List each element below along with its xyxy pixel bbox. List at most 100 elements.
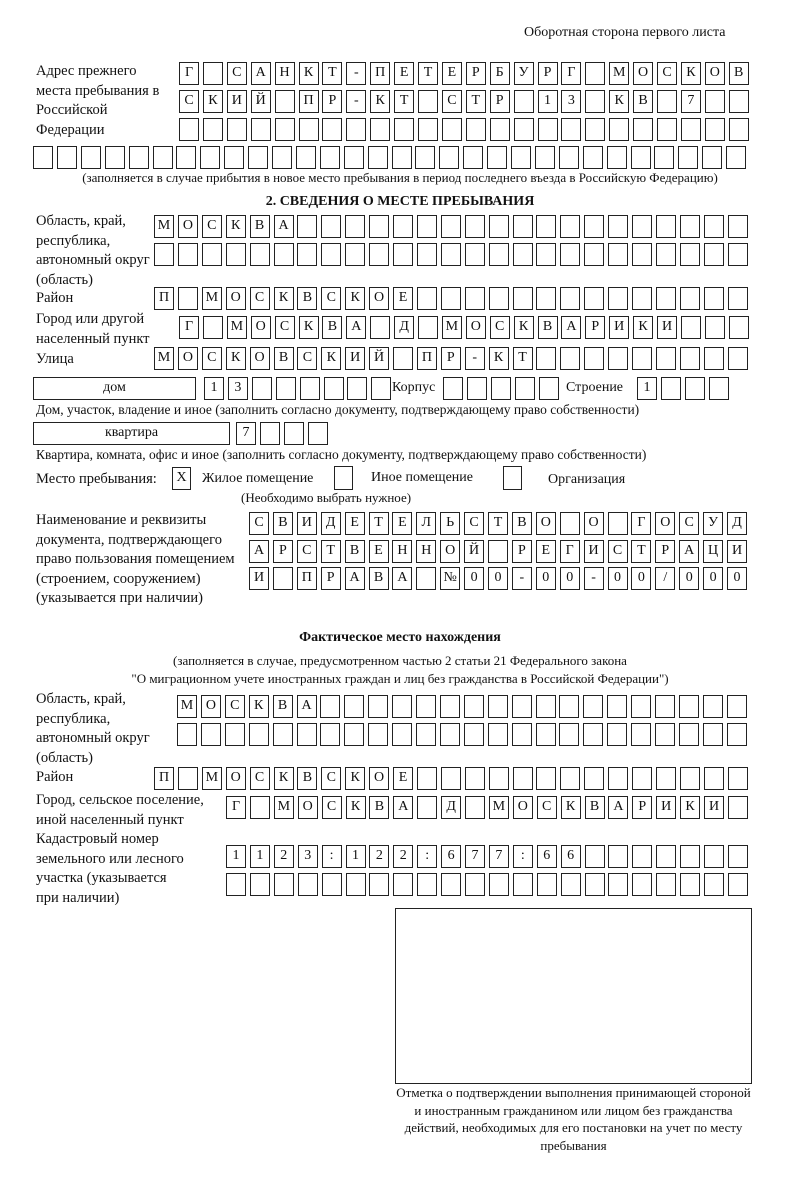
char-cell[interactable] (584, 347, 605, 370)
char-cell[interactable]: А (346, 316, 367, 339)
char-cell[interactable] (703, 287, 724, 310)
char-cell[interactable] (417, 873, 438, 896)
char-cell[interactable] (654, 146, 675, 169)
char-cell[interactable]: 3 (297, 845, 318, 868)
char-cell[interactable]: 6 (441, 845, 462, 868)
char-cell[interactable]: О (369, 767, 390, 790)
char-cell[interactable]: 7 (488, 845, 509, 868)
char-cell[interactable] (464, 287, 485, 310)
char-cell[interactable] (463, 695, 484, 718)
char-cell[interactable]: М (154, 347, 174, 370)
char-cell[interactable] (728, 90, 749, 113)
char-cell[interactable]: О (177, 347, 198, 370)
char-cell[interactable]: Т (368, 512, 389, 535)
char-cell[interactable] (607, 512, 628, 535)
char-cell[interactable] (297, 873, 318, 896)
char-cell[interactable] (392, 723, 413, 746)
char-cell[interactable]: И (249, 567, 269, 590)
char-cell[interactable] (273, 243, 294, 266)
char-cell[interactable]: К (248, 695, 269, 718)
char-cell[interactable]: С (536, 796, 557, 819)
char-cell[interactable] (608, 287, 629, 310)
char-cell[interactable] (584, 873, 605, 896)
char-cell[interactable]: С (249, 767, 270, 790)
char-cell[interactable]: 0 (679, 567, 700, 590)
char-cell[interactable] (415, 146, 436, 169)
char-cell[interactable]: У (513, 62, 534, 85)
char-cell[interactable]: Л (416, 512, 437, 535)
char-cell[interactable] (680, 118, 701, 141)
char-cell[interactable]: - (464, 347, 485, 370)
char-cell[interactable]: 7 (680, 90, 701, 113)
char-cell[interactable] (249, 243, 270, 266)
char-cell[interactable] (80, 146, 101, 169)
flat-type-select[interactable]: квартира (33, 422, 230, 445)
char-cell[interactable]: Е (392, 512, 413, 535)
char-cell[interactable] (346, 118, 367, 141)
char-cell[interactable] (704, 118, 725, 141)
char-cell[interactable] (511, 146, 531, 169)
char-cell[interactable] (488, 287, 509, 310)
char-cell[interactable]: П (416, 347, 437, 370)
char-cell[interactable]: Т (488, 512, 508, 535)
char-cell[interactable]: Р (489, 90, 510, 113)
char-cell[interactable] (307, 422, 328, 445)
char-cell[interactable] (488, 215, 509, 238)
char-cell[interactable] (249, 873, 270, 896)
char-cell[interactable] (344, 723, 365, 746)
char-cell[interactable] (536, 215, 557, 238)
char-cell[interactable]: К (680, 62, 701, 85)
char-cell[interactable]: 3 (227, 377, 248, 400)
char-cell[interactable] (679, 287, 700, 310)
char-cell[interactable]: А (392, 567, 413, 590)
char-cell[interactable]: В (344, 540, 365, 563)
char-cell[interactable]: И (727, 540, 747, 563)
char-cell[interactable] (560, 243, 581, 266)
char-cell[interactable]: П (370, 62, 391, 85)
char-cell[interactable] (417, 796, 438, 819)
char-cell[interactable] (33, 146, 53, 169)
char-cell[interactable] (513, 118, 534, 141)
char-cell[interactable] (248, 146, 269, 169)
char-cell[interactable]: К (273, 287, 294, 310)
char-cell[interactable]: М (226, 316, 247, 339)
char-cell[interactable]: С (226, 62, 247, 85)
char-cell[interactable] (283, 422, 304, 445)
char-cell[interactable] (489, 118, 510, 141)
char-cell[interactable]: С (297, 347, 318, 370)
char-cell[interactable] (559, 723, 580, 746)
char-cell[interactable]: М (441, 316, 462, 339)
char-cell[interactable] (393, 347, 413, 370)
char-cell[interactable] (487, 723, 508, 746)
char-cell[interactable] (511, 695, 532, 718)
char-cell[interactable]: Г (226, 796, 246, 819)
char-cell[interactable] (297, 243, 318, 266)
char-cell[interactable] (259, 422, 280, 445)
char-cell[interactable]: О (250, 316, 271, 339)
char-cell[interactable]: В (368, 567, 389, 590)
char-cell[interactable]: Р (320, 567, 341, 590)
char-cell[interactable]: В (297, 287, 318, 310)
char-cell[interactable]: С (441, 90, 462, 113)
char-cell[interactable] (370, 316, 391, 339)
char-cell[interactable] (394, 118, 415, 141)
char-cell[interactable] (441, 873, 462, 896)
char-cell[interactable] (728, 118, 749, 141)
char-cell[interactable] (226, 873, 246, 896)
char-cell[interactable]: Н (416, 540, 437, 563)
char-cell[interactable] (657, 90, 677, 113)
char-cell[interactable] (512, 243, 533, 266)
char-cell[interactable]: О (297, 796, 318, 819)
char-cell[interactable]: А (273, 215, 294, 238)
char-cell[interactable] (440, 287, 461, 310)
char-cell[interactable]: О (583, 512, 604, 535)
char-cell[interactable] (177, 243, 198, 266)
char-cell[interactable] (584, 845, 605, 868)
char-cell[interactable] (655, 695, 675, 718)
char-cell[interactable] (656, 873, 677, 896)
char-cell[interactable] (727, 243, 748, 266)
char-cell[interactable]: Р (465, 62, 486, 85)
char-cell[interactable] (272, 723, 293, 746)
char-cell[interactable]: В (272, 512, 293, 535)
char-cell[interactable] (488, 767, 509, 790)
